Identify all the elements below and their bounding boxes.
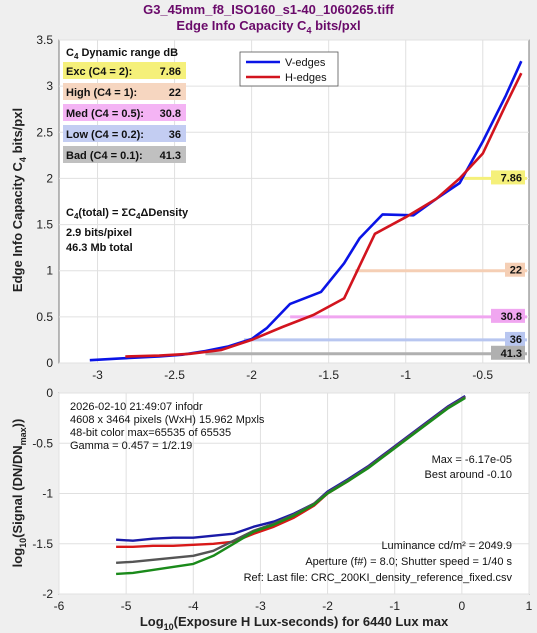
- dr-row-bg: [63, 83, 186, 100]
- bottom-ytick-label: -0.5: [32, 436, 53, 450]
- info-line: 48-bit color max=65535 of 65535: [70, 427, 231, 439]
- bottom-ytick-label: 0: [46, 386, 53, 400]
- dr-rows: Exc (C4 = 2): 7.86 High (C4 = 1): 22 Med (C4…: [63, 62, 186, 163]
- top-ytick-label: 1: [46, 264, 53, 278]
- bottom-xtick-label: -4: [188, 599, 199, 613]
- legend-entry-v-edges: V-edges: [285, 57, 326, 69]
- threshold-label-bg: [491, 308, 525, 323]
- max-text: Max = -6.17e-05: [432, 454, 512, 466]
- bottom-xtick-label: 1: [526, 599, 533, 613]
- top-thresholds: 7.86 22 30.8 36 41.3: [205, 170, 527, 360]
- top-ytick-label: 2.5: [36, 125, 53, 139]
- top-ylabel: Edge Info Capacity C4 bits/pxl: [10, 108, 28, 292]
- dr-row-label: High (C4 = 1):: [66, 87, 137, 99]
- top-xtick-label: -0.5: [472, 368, 493, 382]
- title-line-1: G3_45mm_f8_ISO160_s1-40_1060265.tiff: [143, 2, 394, 17]
- signal-line-green: [116, 396, 466, 576]
- top-ytick-label: 0.5: [36, 310, 53, 324]
- dr-row-value: 41.3: [160, 150, 181, 162]
- ref-text: Ref: Last file: CRC_200KI_density_refere…: [244, 572, 513, 584]
- dr-row-label: Med (C4 = 0.5):: [66, 108, 144, 120]
- top-xtick-label: -3: [92, 368, 103, 382]
- dr-row-bg: [63, 146, 186, 163]
- aperture-text: Aperture (f#) = 8.0; Shutter speed = 1/4…: [305, 556, 512, 568]
- top-xtick-label: -2: [246, 368, 257, 382]
- dr-row-bg: [63, 104, 186, 121]
- dr-row-value: 7.86: [160, 66, 181, 78]
- top-xtick-label: -2.5: [164, 368, 185, 382]
- dr-row-value: 36: [169, 129, 181, 141]
- dynamic-range-panel: C4 Dynamic range dB Exc (C4 = 2): 7.86 Hig…: [63, 47, 189, 254]
- dr-row-bg: [63, 125, 186, 142]
- best-text: Best around -0.10: [425, 469, 512, 481]
- threshold-label: 22: [510, 265, 522, 277]
- top-tick-labels: -3 -2.5 -2 -1.5 -1 -0.5 0 0.5 1 1.5 2 2.5 3 3.5: [36, 33, 493, 382]
- dr-heading: C4 Dynamic range dB: [66, 47, 178, 61]
- top-chart: 7.86 22 30.8 36 41.3 -3 -2.5 -2 -1.5 -1 -0.5 0 0.5 1…: [10, 33, 530, 382]
- top-xtick-label: -1.5: [318, 368, 339, 382]
- top-ytick-label: 3.5: [36, 33, 53, 47]
- info-line: Gamma = 0.457 = 1/2.19: [70, 440, 192, 452]
- dr-row-bg: [63, 62, 186, 79]
- legend-entry-h-edges: H-edges: [285, 72, 327, 84]
- top-ytick-label: 2: [46, 171, 53, 185]
- bottom-xtick-label: -6: [54, 599, 65, 613]
- top-series: [89, 60, 523, 362]
- top-ytick-label: 3: [46, 79, 53, 93]
- bottom-grid: [58, 392, 530, 595]
- top-ytick-label: 1.5: [36, 218, 53, 232]
- title-line-2: Edge Info Capacity C4 bits/pxl: [176, 18, 361, 36]
- threshold-label-bg: [491, 170, 525, 185]
- threshold-label: 41.3: [501, 348, 522, 360]
- dr-total-mb: 46.3 Mb total: [66, 242, 133, 254]
- bottom-ytick-label: -2: [42, 587, 53, 601]
- dr-total-formula: C4(total) = ΣC4ΔDensity: [66, 207, 189, 221]
- legend: V-edges H-edges: [239, 51, 339, 87]
- threshold-label-bg: [505, 262, 525, 277]
- bottom-xtick-label: -3: [255, 599, 266, 613]
- top-ytick-label: 0: [46, 356, 53, 370]
- bottom-ytick-label: -1: [42, 487, 53, 501]
- luminance-text: Luminance cd/m² = 2049.9: [381, 540, 512, 552]
- dr-row-label: Exc (C4 = 2):: [66, 66, 132, 78]
- bottom-xtick-label: 0: [459, 599, 466, 613]
- bottom-xtick-label: -2: [322, 599, 333, 613]
- threshold-label: 30.8: [501, 311, 522, 323]
- bottom-tick-labels: -6 -5 -4 -3 -2 -1 0 1 0 -0.5 -1 -1.5 -2: [32, 386, 532, 613]
- threshold-label: 7.86: [501, 172, 522, 184]
- legend-box: [239, 51, 339, 87]
- dr-row-label: Low (C4 = 0.2):: [66, 129, 144, 141]
- bottom-xlabel: Log10(Exposure H Lux-seconds) for 6440 L…: [140, 614, 449, 632]
- dr-bits-per-pixel: 2.9 bits/pixel: [66, 227, 132, 239]
- threshold-label: 36: [510, 334, 522, 346]
- bottom-ylabel: log10(Signal (DN/DNmax)): [10, 419, 28, 568]
- series-line-h-edges: [125, 72, 523, 358]
- top-xtick-label: -1: [400, 368, 411, 382]
- threshold-label-bg: [491, 345, 525, 360]
- bottom-xtick-label: -5: [121, 599, 132, 613]
- chart-title: G3_45mm_f8_ISO160_s1-40_1060265.tiff Edg…: [0, 2, 537, 39]
- bottom-ytick-label: -1.5: [32, 537, 53, 551]
- dr-row-value: 22: [169, 87, 181, 99]
- dr-row-label: Bad (C4 = 0.1):: [66, 150, 143, 162]
- bottom-xtick-label: -1: [389, 599, 400, 613]
- info-line: 4608 x 3464 pixels (WxH) 15.962 Mpxls: [70, 414, 265, 426]
- bottom-chart: -6 -5 -4 -3 -2 -1 0 1 0 -0.5 -1 -1.5 -2 log10(Signal…: [10, 386, 533, 632]
- threshold-label-bg: [505, 331, 525, 346]
- dr-row-value: 30.8: [160, 108, 181, 120]
- info-line: 2026-02-10 21:49:07 infodr: [70, 401, 203, 413]
- bottom-series: [116, 394, 466, 576]
